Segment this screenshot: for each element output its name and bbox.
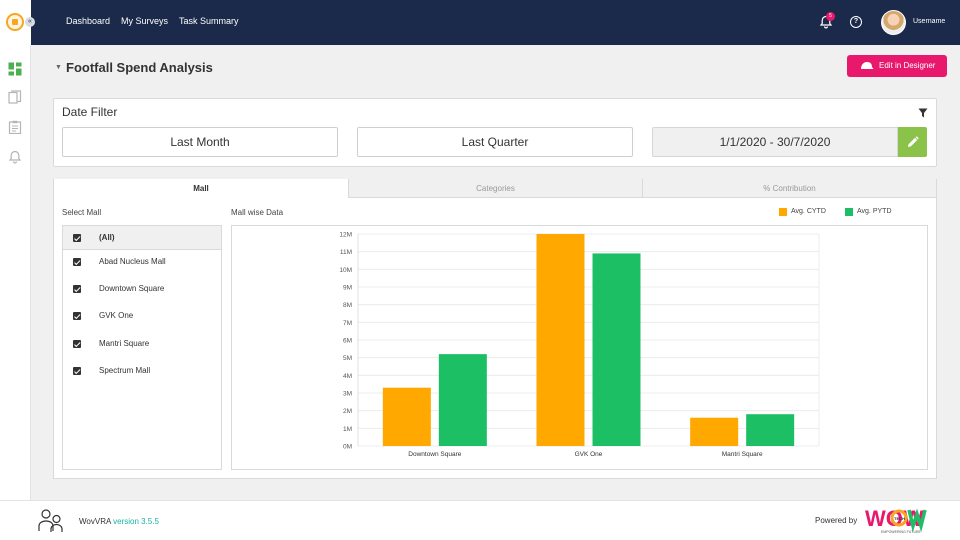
y-tick-label: 2M [343,408,352,415]
legend-label-pytd[interactable]: Avg. PYTD [857,208,892,215]
wowtech-logo[interactable]: WOW TECH EMPOWERING FUTURE [865,506,937,534]
help-icon[interactable]: ? [850,16,862,28]
mall-option-abad-nucleus[interactable]: Abad Nucleus Mall [63,250,221,274]
legend-swatch-cytd [779,208,787,216]
y-tick-label: 4M [343,373,352,380]
checkbox-checked-icon[interactable] [73,234,81,242]
footer-app-name: WovVRA [79,517,111,526]
select-mall-label: Select Mall [62,208,102,217]
mall-option-all[interactable]: (All) [63,226,221,250]
legend-label-cytd[interactable]: Avg. CYTD [791,208,826,215]
user-avatar[interactable] [881,10,906,35]
mall-option-label: GVK One [99,311,134,320]
y-tick-label: 9M [343,285,352,292]
y-tick-label: 5M [343,355,352,362]
wow-logo-tagline: EMPOWERING FUTURE [881,530,922,534]
y-tick-label: 0M [343,444,352,451]
mall-option-label: Spectrum Mall [99,366,151,375]
y-tick-label: 11M [340,249,352,256]
last-quarter-button[interactable]: Last Quarter [357,127,633,157]
mall-option-label: Mantri Square [99,339,150,348]
footer [0,500,960,540]
legend-swatch-pytd [845,208,853,216]
top-header [0,0,960,45]
chart-title: Mall wise Data [231,208,284,217]
nav-my-surveys[interactable]: My Surveys [121,16,169,26]
y-tick-label: 6M [343,338,352,345]
team-users-icon [38,509,63,532]
bar-avg-pytd-1 [592,253,641,446]
bar-avg-pytd-2 [746,414,795,446]
app-logo-icon [6,13,24,31]
mall-option-label: (All) [99,233,115,242]
edit-in-designer-button[interactable]: Edit in Designer [847,55,947,77]
date-filter-title: Date Filter [62,105,118,119]
page-title: Footfall Spend Analysis [66,60,213,75]
nav-dashboard[interactable]: Dashboard [66,16,111,26]
x-tick-label: Mantri Square [722,451,763,458]
x-tick-label: GVK One [575,451,603,458]
checkbox-checked-icon[interactable] [73,340,81,348]
edit-in-designer-label: Edit in Designer [879,61,936,70]
footer-version: version 3.5.5 [113,517,159,526]
surveys-icon[interactable] [8,90,22,104]
clipboard-icon[interactable] [8,120,22,134]
alerts-bell-icon[interactable] [8,150,22,164]
checkbox-checked-icon[interactable] [73,312,81,320]
mall-option-label: Downtown Square [99,284,165,293]
pencil-icon [908,136,919,147]
last-month-button[interactable]: Last Month [62,127,338,157]
mall-bar-chart: 0M 1M 2M 3M 4M 5M 6M 7M 8M 9M 10M 11M 12M Downtown Sq… [339,232,820,458]
mall-select-list: (All) Abad Nucleus Mall Downtown Square … [62,225,222,470]
mall-bar-chart-container: 0M 1M 2M 3M 4M 5M 6M 7M 8M 9M 10M 11M 12M Downtown Sq… [231,225,928,470]
mall-option-downtown-square[interactable]: Downtown Square [63,277,221,301]
y-tick-label: 10M [339,267,352,274]
bar-avg-cytd-1 [536,234,585,446]
bar-avg-cytd-0 [382,387,431,446]
edit-date-range-button[interactable] [898,127,927,157]
notification-badge: 5 [826,12,835,21]
nav-task-summary[interactable]: Task Summary [179,16,239,26]
wow-logo-tag: TECH [894,516,905,521]
footer-app-info: WovVRA version 3.5.5 [79,517,159,526]
dashboard-icon[interactable] [8,62,22,76]
collapse-caret-icon[interactable]: ▼ [55,64,62,71]
y-tick-label: 7M [343,320,352,327]
username-label[interactable]: Username [913,18,946,25]
y-tick-label: 1M [343,426,352,433]
tab-categories[interactable]: Categories [348,179,642,198]
left-sidebar [0,45,31,500]
bar-avg-cytd-2 [690,417,739,446]
mall-option-mantri-square[interactable]: Mantri Square [63,332,221,356]
y-tick-label: 12M [339,232,352,239]
x-tick-label: Downtown Square [408,451,461,458]
powered-by-label: Powered by [815,516,858,525]
tab-contribution[interactable]: % Contribution [642,179,936,198]
designer-hat-icon [861,62,874,69]
checkbox-checked-icon[interactable] [73,285,81,293]
checkbox-checked-icon[interactable] [73,367,81,375]
mall-option-spectrum-mall[interactable]: Spectrum Mall [63,359,221,383]
y-tick-label: 3M [343,391,352,398]
collapse-sidebar-button[interactable]: « [25,17,35,27]
bar-avg-pytd-0 [438,354,487,446]
checkbox-checked-icon[interactable] [73,258,81,266]
date-range-field[interactable]: 1/1/2020 - 30/7/2020 [652,127,898,157]
y-tick-label: 8M [343,302,352,309]
tab-mall[interactable]: Mall [54,179,348,198]
mall-option-gvk-one[interactable]: GVK One [63,304,221,328]
mall-option-label: Abad Nucleus Mall [99,257,166,266]
filter-icon[interactable] [918,108,928,118]
